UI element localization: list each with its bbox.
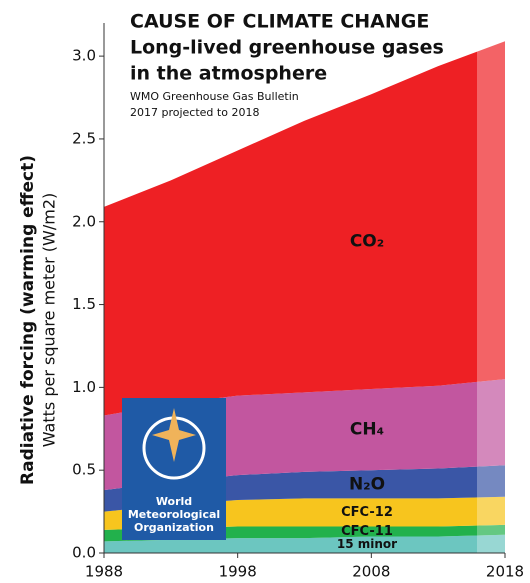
x-tick-label: 1988 (85, 563, 123, 581)
chart-title: CAUSE OF CLIMATE CHANGE (130, 11, 429, 33)
y-axis-label: Radiative forcing (warming effect) (18, 155, 38, 485)
y-tick-label: 0.5 (72, 461, 96, 479)
series-label: CFC-11 (341, 524, 393, 539)
series-label: 15 minor (337, 537, 397, 551)
y-tick-label: 2.5 (72, 129, 96, 147)
series-label: CH₄ (350, 420, 384, 440)
subtitle: in the atmosphere (130, 63, 327, 85)
y-tick-label: 1.5 (72, 295, 96, 313)
x-tick-label: 1998 (219, 563, 257, 581)
x-tick-label: 2018 (486, 563, 524, 581)
note: 2017 projected to 2018 (130, 106, 259, 119)
subtitle: Long-lived greenhouse gases (130, 37, 444, 59)
logo-text: Meteorological (128, 508, 220, 521)
projection-shade (477, 18, 505, 553)
note: WMO Greenhouse Gas Bulletin (130, 90, 299, 103)
series-label: N₂O (349, 474, 385, 494)
x-tick-label: 2008 (352, 563, 390, 581)
y-tick-label: 3.0 (72, 47, 96, 65)
y-axis-label: Watts per square meter (W/m2) (40, 193, 59, 448)
y-tick-label: 1.0 (72, 378, 96, 396)
logo: World Meteorological Organization (122, 398, 226, 540)
chart: 15 minorCFC-11 CFC-12 N₂O CH₄ CO₂ 0.0 0.5 1.0 1.… (0, 0, 530, 583)
series-label: CFC-12 (341, 505, 393, 520)
y-tick-label: 2.0 (72, 212, 96, 230)
series-label: CO₂ (350, 232, 384, 252)
y-tick-label: 0.0 (72, 544, 96, 562)
logo-text: Organization (134, 521, 214, 534)
logo-text: World (156, 495, 192, 508)
